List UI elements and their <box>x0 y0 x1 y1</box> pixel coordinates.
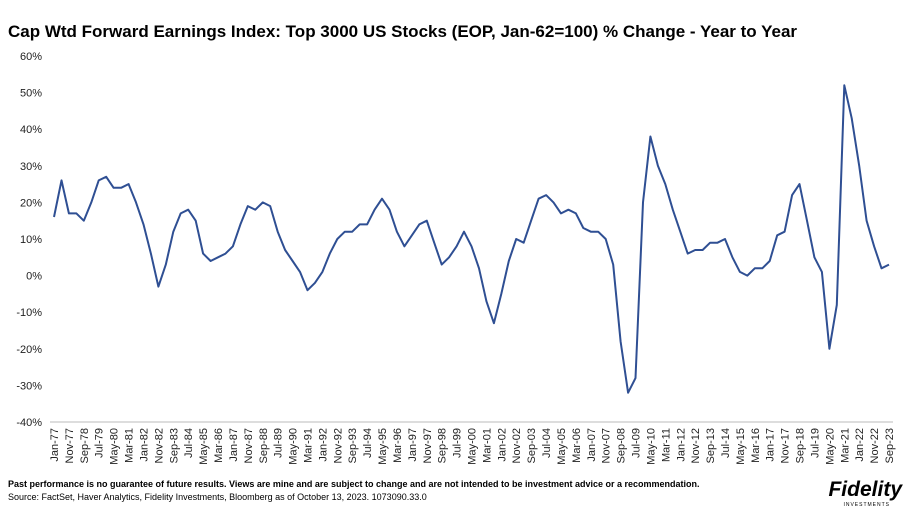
x-tick-label: Jan-97 <box>407 428 419 462</box>
x-tick-label: Mar-91 <box>302 428 314 463</box>
x-tick-label: Jan-77 <box>49 428 61 462</box>
x-tick-label: May-10 <box>645 428 657 465</box>
x-tick-label: Mar-21 <box>839 428 851 463</box>
x-tick-label: Sep-83 <box>168 428 180 463</box>
x-tick-label: May-95 <box>377 428 389 465</box>
y-tick-label: 50% <box>20 88 42 100</box>
x-tick-label: Nov-92 <box>332 428 344 463</box>
x-tick-label: Jan-22 <box>854 428 866 462</box>
chart-title: Cap Wtd Forward Earnings Index: Top 3000… <box>8 22 797 41</box>
x-tick-label: Nov-07 <box>601 428 613 463</box>
x-tick-label: Mar-11 <box>660 428 672 462</box>
x-tick-label: Jan-12 <box>675 428 687 462</box>
x-tick-label: Jan-87 <box>228 428 240 462</box>
disclaimer: Past performance is no guarantee of futu… <box>8 479 700 489</box>
x-tick-label: May-15 <box>735 428 747 465</box>
x-tick-label: Jul-94 <box>362 428 374 458</box>
x-tick-label: May-05 <box>556 428 568 465</box>
x-tick-label: Sep-88 <box>258 428 270 463</box>
x-tick-label: Jul-04 <box>541 428 553 458</box>
y-tick-label: -30% <box>16 380 42 392</box>
x-tick-label: Jan-92 <box>317 428 329 462</box>
y-tick-label: 60% <box>20 51 42 63</box>
x-tick-label: Sep-08 <box>616 428 628 463</box>
x-tick-label: Sep-18 <box>795 428 807 463</box>
x-tick-label: May-85 <box>198 428 210 465</box>
x-tick-label: Nov-12 <box>690 428 702 463</box>
x-tick-label: May-90 <box>288 428 300 465</box>
y-tick-label: 40% <box>20 124 42 136</box>
x-tick-label: Jul-19 <box>809 428 821 458</box>
x-tick-label: Jul-89 <box>273 428 285 458</box>
x-tick-label: Sep-78 <box>79 428 91 463</box>
x-tick-label: Nov-77 <box>64 428 76 463</box>
x-tick-label: Mar-06 <box>571 428 583 463</box>
x-tick-label: Jan-07 <box>586 428 598 462</box>
x-tick-label: Jul-99 <box>452 428 464 458</box>
x-tick-label: Nov-82 <box>153 428 165 463</box>
y-tick-label: -20% <box>16 344 42 356</box>
logo-sub: INVESTMENTS <box>843 502 890 508</box>
x-tick-label: Jul-14 <box>720 428 732 458</box>
y-tick-label: 10% <box>20 234 42 246</box>
x-tick-label: Mar-86 <box>213 428 225 463</box>
x-tick-label: Jul-09 <box>631 428 643 458</box>
x-tick-label: Nov-17 <box>780 428 792 463</box>
x-tick-label: Jan-17 <box>765 428 777 462</box>
x-tick-label: Mar-81 <box>124 428 136 463</box>
x-tick-label: Jan-82 <box>138 428 150 462</box>
x-tick-label: Mar-01 <box>481 428 493 463</box>
line-series <box>53 84 890 394</box>
x-tick-label: Jul-84 <box>183 428 195 458</box>
y-tick-label: 20% <box>20 197 42 209</box>
x-tick-label: Sep-03 <box>526 428 538 463</box>
x-tick-label: Sep-13 <box>705 428 717 463</box>
x-tick-label: Sep-93 <box>347 428 359 463</box>
x-tick-label: Nov-22 <box>869 428 881 463</box>
y-tick-label: -40% <box>16 417 42 429</box>
x-tick-label: Nov-97 <box>422 428 434 463</box>
logo: Fidelity <box>828 478 903 501</box>
x-tick-label: Nov-87 <box>243 428 255 463</box>
y-tick-label: 30% <box>20 161 42 173</box>
x-tick-label: May-00 <box>467 428 479 465</box>
x-tick-label: Mar-96 <box>392 428 404 463</box>
x-tick-label: Nov-02 <box>511 428 523 463</box>
x-tick-label: May-80 <box>109 428 121 465</box>
y-tick-label: 0% <box>26 271 42 283</box>
x-tick-label: Jul-79 <box>94 428 106 458</box>
x-tick-label: May-20 <box>824 428 836 465</box>
source: Source: FactSet, Haver Analytics, Fideli… <box>8 492 427 502</box>
x-tick-label: Sep-98 <box>437 428 449 463</box>
y-tick-label: -10% <box>16 307 42 319</box>
x-tick-label: Sep-23 <box>884 428 896 463</box>
x-tick-label: Jan-02 <box>496 428 508 462</box>
x-tick-label: Mar-16 <box>750 428 762 463</box>
